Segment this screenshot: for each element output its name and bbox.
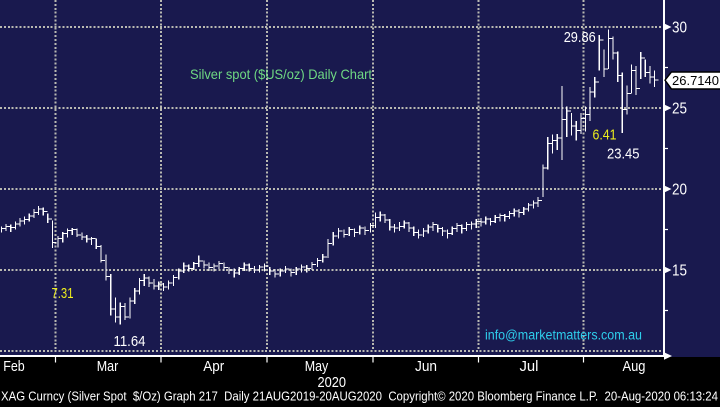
svg-text:Jun: Jun [415,358,437,375]
svg-text:Jul: Jul [520,358,539,375]
svg-text:2020: 2020 [318,374,347,391]
svg-text:20: 20 [672,181,687,198]
svg-text:XAG Curncy (Silver Spot $/Oz): XAG Curncy (Silver Spot $/Oz) Graph 217 … [1,388,718,403]
svg-text:May: May [305,358,329,375]
svg-text:25: 25 [672,100,687,117]
svg-text:Apr: Apr [203,358,224,375]
svg-text:info@marketmatters.com.au: info@marketmatters.com.au [485,328,642,343]
svg-text:Silver spot ($US/oz) Daily Cha: Silver spot ($US/oz) Daily Chart [190,66,372,82]
svg-text:30: 30 [672,19,687,36]
svg-text:7.31: 7.31 [52,285,74,302]
svg-text:Feb: Feb [3,358,25,375]
svg-text:15: 15 [672,262,687,279]
svg-text:Mar: Mar [97,358,119,375]
svg-text:29.86: 29.86 [564,29,596,46]
svg-text:6.41: 6.41 [593,126,617,143]
svg-text:Aug: Aug [623,358,646,375]
svg-text:23.45: 23.45 [607,146,640,163]
svg-text:11.64: 11.64 [114,333,146,350]
svg-text:26.7140: 26.7140 [672,73,719,88]
